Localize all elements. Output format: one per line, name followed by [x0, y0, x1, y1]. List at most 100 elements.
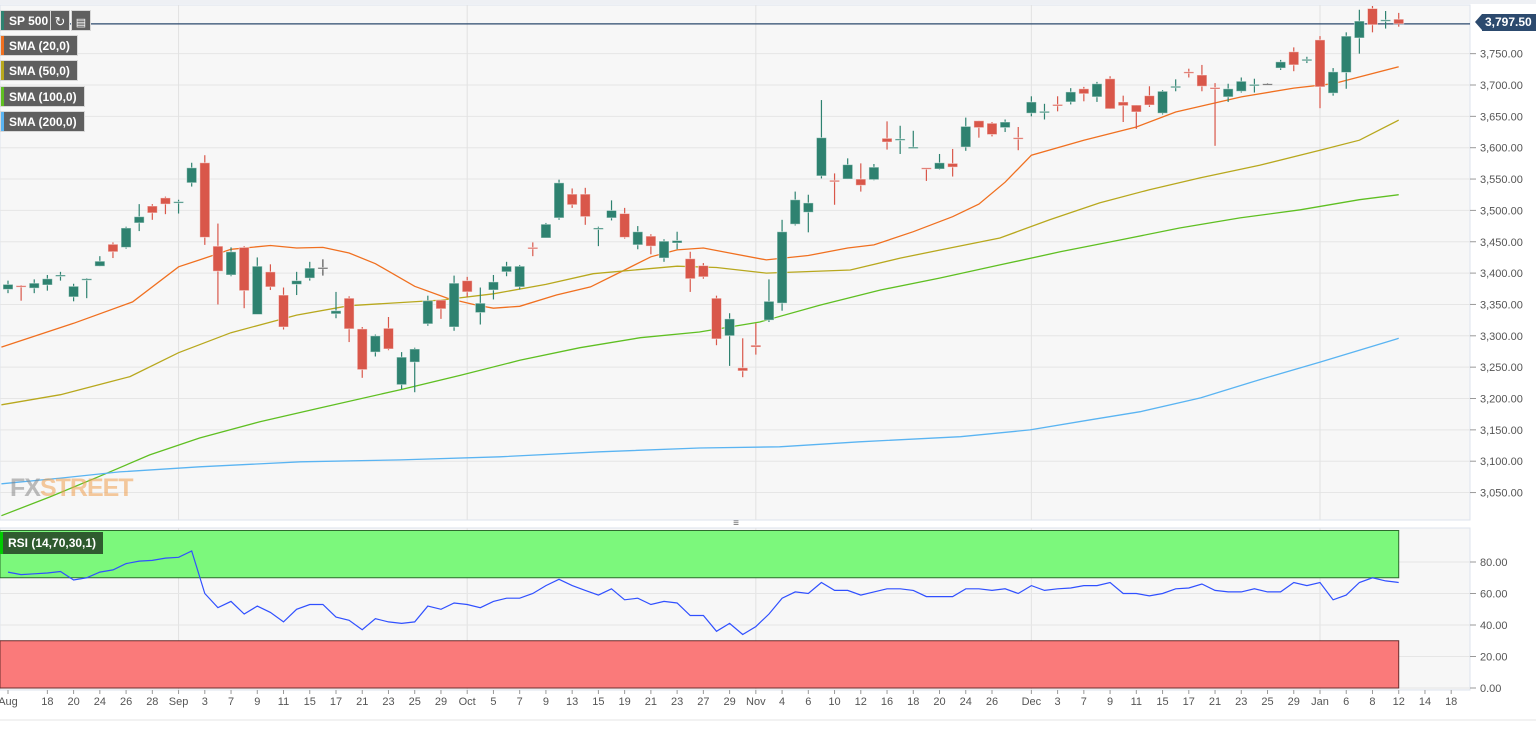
time-tick-label: 15 [592, 696, 604, 708]
time-tick-label: 29 [1288, 696, 1300, 708]
candle-body [120, 227, 132, 248]
time-tick-label: 26 [120, 696, 132, 708]
candle-body [1353, 20, 1365, 39]
candle-body [1130, 104, 1142, 113]
time-tick-label: 16 [881, 696, 893, 708]
price-tick-label: 3,450.00 [1480, 237, 1523, 249]
legend-sma-50[interactable]: SMA (50,0) [0, 60, 78, 81]
time-tick-label: 23 [1235, 696, 1247, 708]
price-axis: 3,050.00 3,100.00 3,150.00 3,200.00 3,250.00… [1470, 49, 1523, 500]
time-tick-label: 23 [382, 696, 394, 708]
time-tick-label: 28 [146, 696, 158, 708]
candle-body [382, 327, 394, 350]
candle-body [934, 162, 946, 170]
time-tick-label: 3 [1055, 696, 1061, 708]
candle-body [632, 231, 644, 246]
price-tick-label: 3,100.00 [1480, 456, 1523, 468]
candle-body [264, 271, 276, 288]
candle-body [1262, 83, 1274, 86]
time-tick-label: 9 [254, 696, 260, 708]
candle-body [789, 199, 801, 225]
panel-resize-handle[interactable]: ≡ [733, 518, 739, 529]
time-tick-label: 15 [1156, 696, 1168, 708]
candle-body [658, 240, 670, 259]
candle-body [802, 202, 814, 213]
legend-sma-100[interactable]: SMA (100,0) [0, 86, 85, 107]
price-tick-label: 3,550.00 [1480, 174, 1523, 186]
time-tick-label: 12 [1393, 696, 1405, 708]
candle-body [750, 344, 762, 348]
rsi-zones [0, 530, 1400, 689]
legend-sma-200[interactable]: SMA (200,0) [0, 111, 85, 132]
candle-body [579, 193, 591, 218]
time-tick-label: 25 [409, 696, 421, 708]
candle-body [776, 231, 788, 304]
rsi-tick-label: 0.00 [1480, 683, 1501, 695]
candle-body [999, 121, 1011, 129]
fxstreet-logo: FXSTREET [10, 474, 134, 503]
candle-body [173, 201, 185, 204]
time-tick-label: 29 [723, 696, 735, 708]
time-tick-label: 29 [435, 696, 447, 708]
time-tick-label: 6 [805, 696, 811, 708]
candle-body [881, 137, 893, 143]
candle-body [1393, 18, 1405, 25]
reload-button[interactable]: ↻ [50, 10, 70, 31]
sma-line-50 [1, 119, 1399, 406]
candle-body [41, 278, 53, 286]
candle-body [54, 274, 66, 277]
candle-body [107, 243, 119, 253]
candle-body [1065, 91, 1077, 103]
symbol-color-strip [1, 11, 4, 30]
time-tick-label: Oct [459, 696, 476, 708]
candle-body [592, 227, 604, 230]
legend-sma-20[interactable]: SMA (20,0) [0, 35, 78, 56]
candle-body [1170, 85, 1182, 89]
time-tick-label: 20 [933, 696, 945, 708]
candle-body [356, 328, 368, 371]
chart-type-button[interactable]: ▤ [71, 10, 91, 31]
candle-body [1235, 80, 1247, 92]
candle-body [186, 167, 198, 184]
candle-body [1380, 19, 1392, 22]
time-tick-label: 14 [1419, 696, 1431, 708]
candle-body [868, 166, 880, 181]
sma-50-label: SMA (50,0) [9, 64, 70, 78]
candle-body [1301, 58, 1313, 62]
logo-fx: FX [10, 474, 41, 502]
time-tick-label: 12 [855, 696, 867, 708]
time-tick-label: 7 [228, 696, 234, 708]
candle-body [1275, 61, 1287, 69]
candle-body [540, 223, 552, 239]
candle-body [606, 209, 618, 219]
time-tick-label: 17 [1183, 696, 1195, 708]
candle-body [159, 197, 171, 205]
candle-body [1052, 103, 1064, 107]
candle-body [1157, 90, 1169, 114]
candle-body [1288, 51, 1300, 66]
time-tick-label: 19 [619, 696, 631, 708]
candle-body [1091, 83, 1103, 98]
time-tick-label: 25 [1261, 696, 1273, 708]
time-tick-label: 4 [779, 696, 785, 708]
time-tick-label: 15 [304, 696, 316, 708]
candle-body [81, 278, 93, 281]
price-tick-label: 3,650.00 [1480, 111, 1523, 123]
candle-body [238, 246, 250, 292]
symbol-legend[interactable]: SP 500 [0, 10, 57, 31]
time-tick-label: 10 [828, 696, 840, 708]
candle-body [737, 367, 749, 372]
candle-body [671, 239, 683, 244]
rsi-legend[interactable]: RSI (14,70,30,1) [0, 532, 104, 554]
sma-line-200 [1, 337, 1399, 485]
time-tick-label: 6 [1343, 696, 1349, 708]
rsi-color-strip [0, 532, 3, 554]
candle-body [553, 182, 565, 219]
candle-body [461, 280, 473, 293]
time-tick-label: 17 [330, 696, 342, 708]
candle-body [146, 205, 158, 214]
rsi-tick-label: 20.00 [1480, 652, 1508, 664]
time-tick-label: 11 [1131, 696, 1142, 708]
candle-body [15, 285, 27, 288]
